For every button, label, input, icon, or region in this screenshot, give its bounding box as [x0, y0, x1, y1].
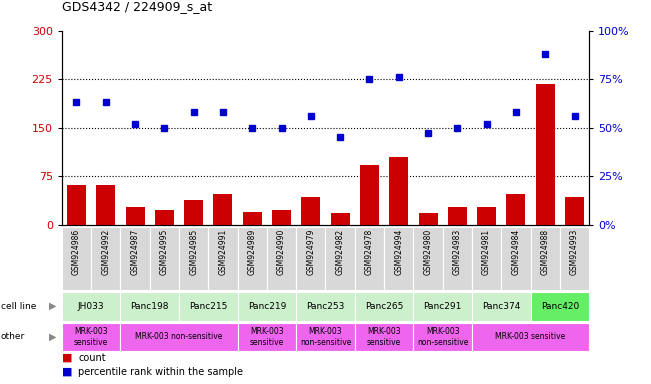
Bar — [243, 212, 262, 225]
Bar — [62, 323, 120, 351]
Bar — [472, 323, 589, 351]
Text: ▶: ▶ — [49, 332, 57, 342]
Text: GSM924993: GSM924993 — [570, 228, 579, 275]
Text: Panc374: Panc374 — [482, 302, 520, 311]
Bar — [560, 227, 589, 290]
Text: GSM924991: GSM924991 — [219, 228, 227, 275]
Bar — [501, 227, 531, 290]
Text: GSM924982: GSM924982 — [336, 228, 344, 275]
Bar — [296, 292, 355, 321]
Text: GSM924987: GSM924987 — [131, 228, 139, 275]
Text: GSM924989: GSM924989 — [248, 228, 256, 275]
Bar — [267, 227, 296, 290]
Text: MRK-003
sensitive: MRK-003 sensitive — [367, 327, 401, 347]
Text: Panc215: Panc215 — [189, 302, 227, 311]
Bar — [120, 227, 150, 290]
Bar — [413, 292, 472, 321]
Text: ■: ■ — [62, 367, 72, 377]
Bar — [389, 157, 408, 225]
Text: MRK-003 sensitive: MRK-003 sensitive — [495, 333, 566, 341]
Bar — [120, 292, 179, 321]
Text: Panc265: Panc265 — [365, 302, 403, 311]
Text: MRK-003
sensitive: MRK-003 sensitive — [74, 327, 108, 347]
Text: GSM924995: GSM924995 — [160, 228, 169, 275]
Bar — [477, 207, 496, 225]
Bar — [506, 194, 525, 225]
Bar — [413, 227, 443, 290]
Text: GSM924990: GSM924990 — [277, 228, 286, 275]
Text: ▶: ▶ — [49, 301, 57, 311]
Text: ■: ■ — [62, 353, 72, 363]
Text: GSM924988: GSM924988 — [541, 228, 549, 275]
Text: GSM924984: GSM924984 — [512, 228, 520, 275]
Bar — [296, 323, 355, 351]
Bar — [448, 207, 467, 225]
Bar — [238, 323, 296, 351]
Bar — [472, 227, 501, 290]
Text: GSM924986: GSM924986 — [72, 228, 81, 275]
Bar — [326, 227, 355, 290]
Text: GSM924994: GSM924994 — [395, 228, 403, 275]
Bar — [531, 292, 589, 321]
Text: GSM924978: GSM924978 — [365, 228, 374, 275]
Bar — [413, 323, 472, 351]
Bar — [360, 165, 379, 225]
Bar — [565, 197, 584, 225]
Text: GDS4342 / 224909_s_at: GDS4342 / 224909_s_at — [62, 0, 212, 13]
Bar — [150, 227, 179, 290]
Text: GSM924980: GSM924980 — [424, 228, 432, 275]
Bar — [126, 207, 145, 225]
Bar — [355, 323, 413, 351]
Bar — [179, 227, 208, 290]
Bar — [62, 292, 120, 321]
Bar — [96, 185, 115, 225]
Bar — [331, 213, 350, 225]
Text: percentile rank within the sample: percentile rank within the sample — [78, 367, 243, 377]
Text: Panc420: Panc420 — [541, 302, 579, 311]
Text: GSM924983: GSM924983 — [453, 228, 462, 275]
Bar — [214, 194, 232, 225]
Bar — [419, 213, 437, 225]
Text: JH033: JH033 — [78, 302, 104, 311]
Bar — [120, 323, 238, 351]
Text: GSM924992: GSM924992 — [102, 228, 110, 275]
Text: other: other — [1, 333, 25, 341]
Bar — [67, 185, 86, 225]
Bar — [384, 227, 413, 290]
Bar — [272, 210, 291, 225]
Text: GSM924979: GSM924979 — [307, 228, 315, 275]
Bar — [238, 292, 296, 321]
Text: MRK-003
non-sensitive: MRK-003 non-sensitive — [417, 327, 468, 347]
Text: MRK-003 non-sensitive: MRK-003 non-sensitive — [135, 333, 223, 341]
Text: Panc291: Panc291 — [424, 302, 462, 311]
Text: GSM924985: GSM924985 — [189, 228, 198, 275]
Text: MRK-003
sensitive: MRK-003 sensitive — [250, 327, 284, 347]
Text: Panc219: Panc219 — [248, 302, 286, 311]
Text: MRK-003
non-sensitive: MRK-003 non-sensitive — [300, 327, 351, 347]
Bar — [179, 292, 238, 321]
Bar — [91, 227, 120, 290]
Bar — [208, 227, 238, 290]
Text: cell line: cell line — [1, 302, 36, 311]
Bar — [184, 200, 203, 225]
Bar — [536, 84, 555, 225]
Bar — [62, 227, 91, 290]
Bar — [472, 292, 531, 321]
Text: Panc198: Panc198 — [130, 302, 169, 311]
Bar — [355, 292, 413, 321]
Bar — [301, 197, 320, 225]
Bar — [155, 210, 174, 225]
Bar — [355, 227, 384, 290]
Bar — [443, 227, 472, 290]
Bar — [238, 227, 267, 290]
Bar — [296, 227, 326, 290]
Text: GSM924981: GSM924981 — [482, 228, 491, 275]
Text: count: count — [78, 353, 105, 363]
Bar — [531, 227, 560, 290]
Text: Panc253: Panc253 — [307, 302, 344, 311]
